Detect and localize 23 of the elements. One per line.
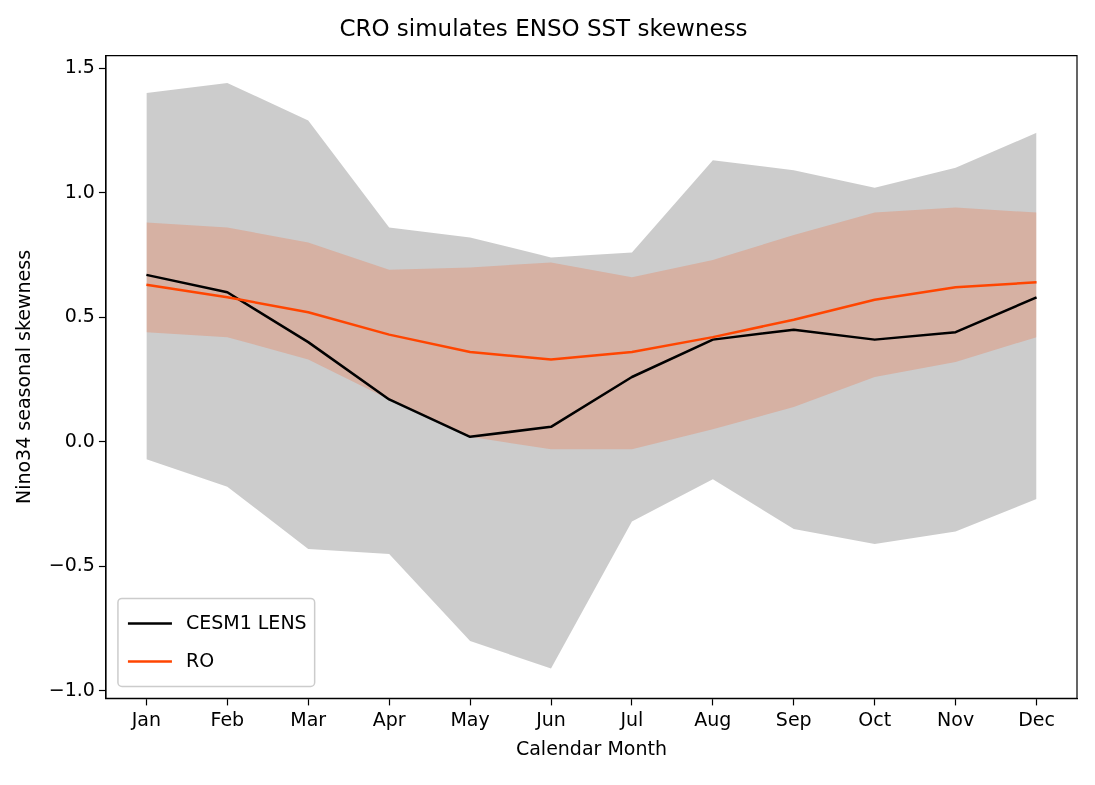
x-tick-label: Dec [1018, 707, 1055, 730]
x-tick-label: Jan [130, 707, 162, 730]
y-axis-title: Nino34 seasonal skewness [12, 249, 35, 505]
x-tick-label: Mar [290, 707, 327, 730]
y-tick-label: 0.0 [64, 428, 95, 451]
x-tick-label: Aug [694, 707, 732, 730]
legend-label: CESM1 LENS [185, 611, 307, 634]
chart-title: CRO simulates ENSO SST skewness [339, 14, 748, 41]
x-tick-label: Nov [937, 707, 975, 730]
x-tick-label: Feb [210, 707, 245, 730]
legend-label: RO [185, 649, 215, 672]
y-tick-label: 1.0 [64, 179, 95, 202]
x-tick-label: May [450, 707, 490, 730]
x-tick-label: Jul [619, 707, 644, 730]
x-tick-label: Jun [535, 707, 566, 730]
x-tick-label: Apr [372, 707, 406, 730]
y-tick-label: 1.5 [64, 54, 95, 77]
x-tick-label: Oct [858, 707, 892, 730]
x-tick-label: Sep [775, 707, 812, 730]
x-axis-title: Calendar Month [515, 736, 667, 759]
y-tick-label: −1.0 [48, 677, 95, 700]
y-tick-label: 0.5 [64, 304, 95, 327]
y-tick-label: −0.5 [48, 553, 95, 576]
